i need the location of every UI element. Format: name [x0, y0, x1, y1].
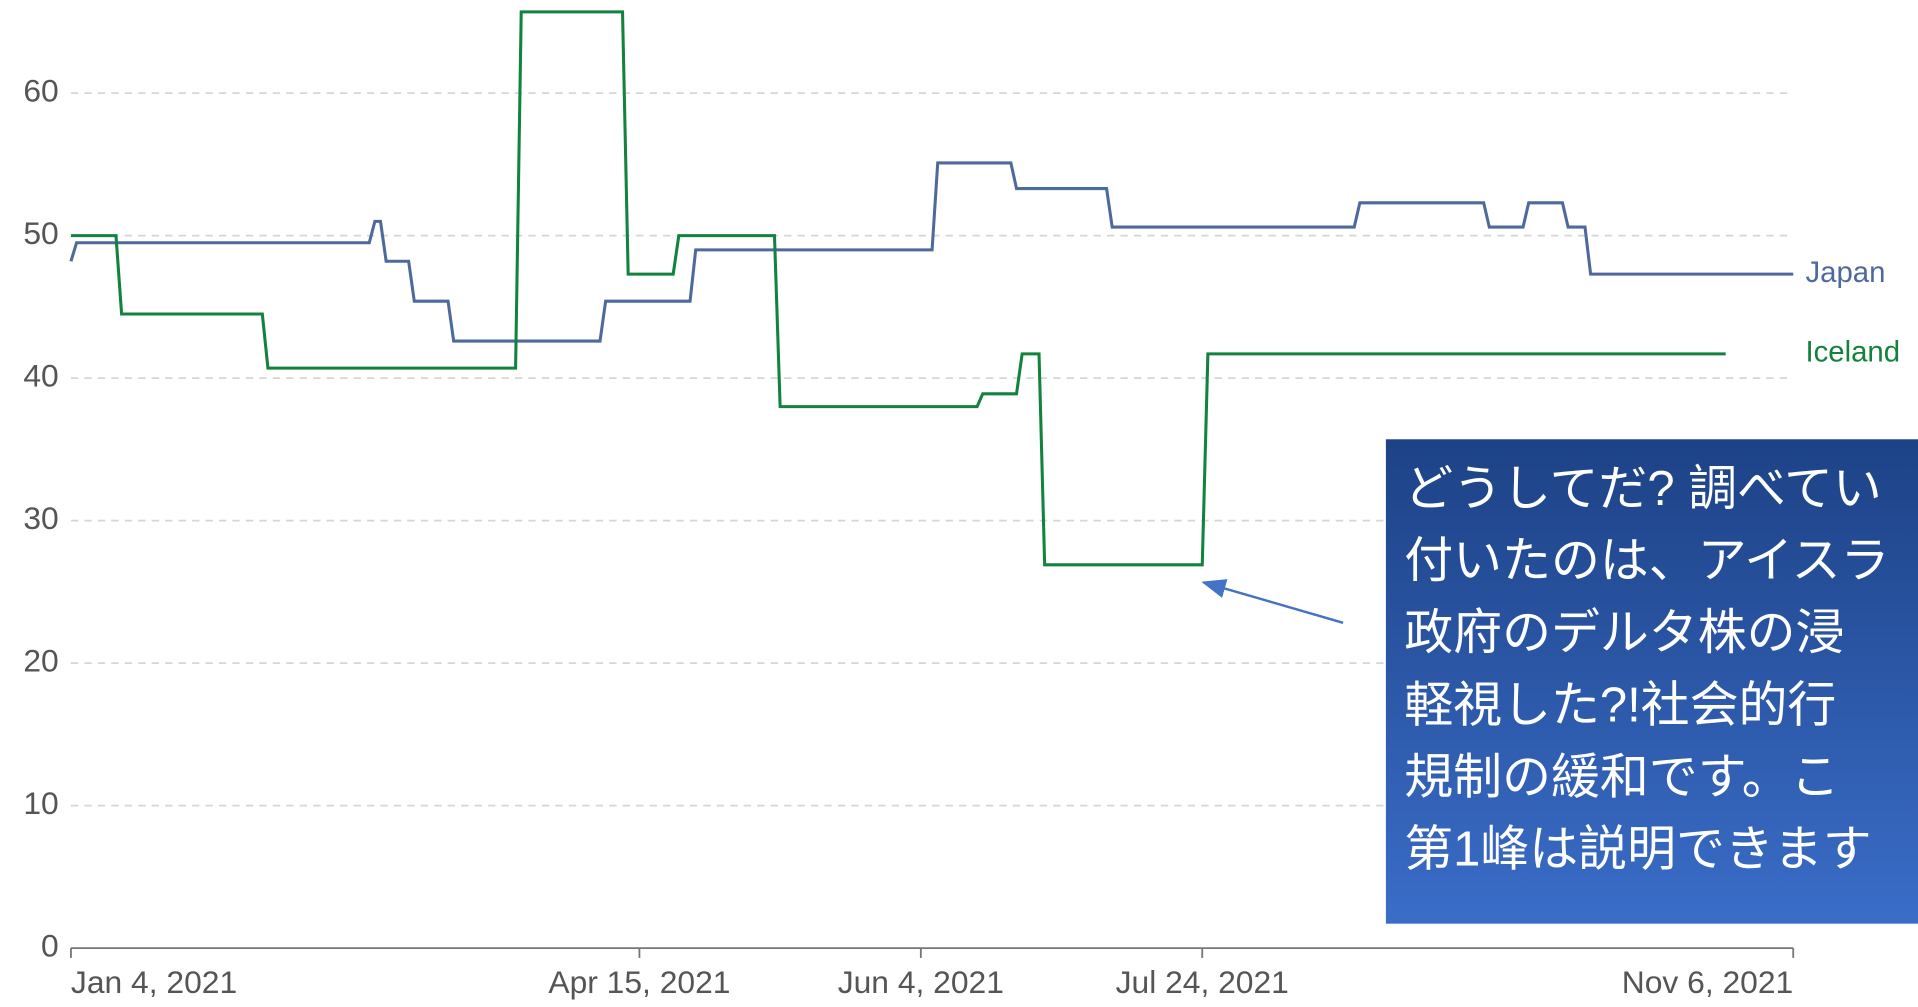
y-tick-label: 50	[23, 215, 58, 251]
series-label: Iceland	[1805, 336, 1900, 369]
annotation-line: どうしてだ? 調べてい	[1404, 462, 1882, 516]
y-tick-label: 30	[23, 500, 58, 536]
annotation-arrow	[1201, 579, 1344, 624]
lines: Japan Iceland	[69, 10, 1900, 567]
y-tick-label: 60	[23, 73, 58, 109]
x-tick-label: Jan 4, 2021	[71, 964, 237, 1000]
grid: 0 10 20 30 40 50 60 Jan 4, 2021 Apr 15, 2021 Jun …	[23, 73, 1795, 1000]
series-line	[70, 10, 1726, 567]
annotation-line: 付いたのは、アイスラ	[1404, 534, 1889, 588]
annotation-line: 第1峰は説明できます	[1404, 823, 1871, 877]
x-tick-label: Nov 6, 2021	[1622, 964, 1793, 1000]
y-tick-label: 10	[23, 785, 58, 821]
annotation-line: 規制の緩和です。こ	[1404, 750, 1839, 804]
annotation-box	[1385, 439, 1918, 924]
series-label: Japan	[1805, 256, 1885, 289]
annotation-line: 政府のデルタ株の浸	[1404, 606, 1844, 660]
x-tick-label: Apr 15, 2021	[548, 964, 730, 1000]
annotation-line: 軽視した?!社会的行	[1404, 678, 1836, 732]
y-tick-label: 40	[23, 358, 58, 394]
annotation: どうしてだ? 調べてい付いたのは、アイスラ政府のデルタ株の浸軽視した?!社会的行…	[1404, 462, 1889, 877]
series-line	[69, 161, 1794, 343]
x-tick-label: Jun 4, 2021	[838, 964, 1004, 1000]
y-tick-label: 0	[41, 928, 59, 964]
x-tick-label: Jul 24, 2021	[1116, 964, 1289, 1000]
y-tick-label: 20	[23, 643, 58, 679]
